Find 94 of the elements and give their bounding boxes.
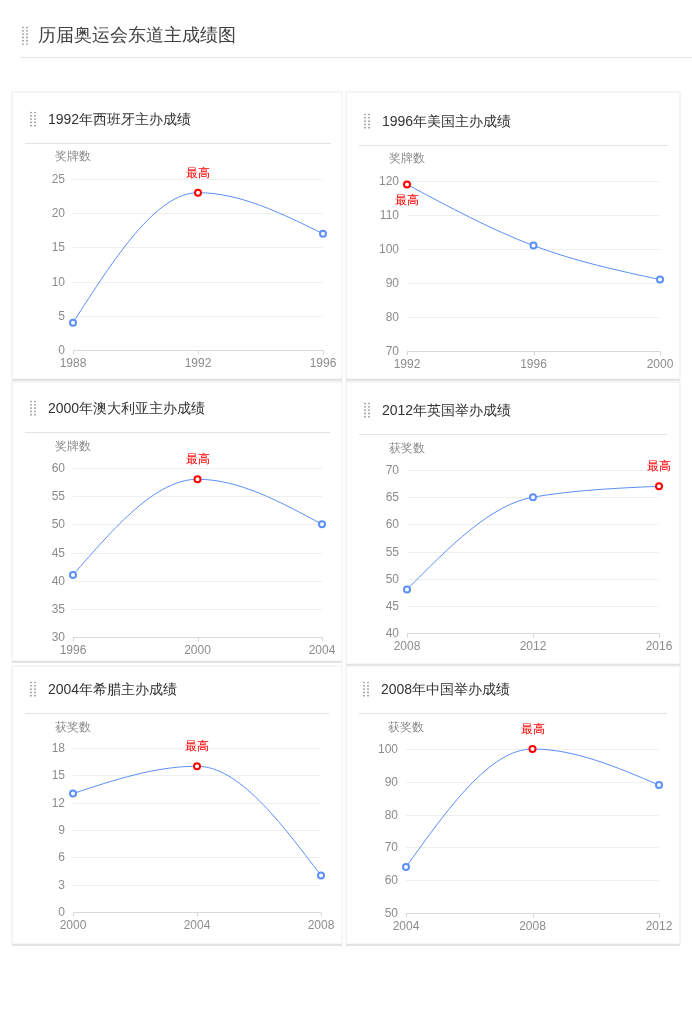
point <box>403 180 411 189</box>
y-tick-label: 100 <box>378 242 400 256</box>
annotation: 最高 <box>520 722 545 736</box>
y-tick-label: 110 <box>379 208 400 222</box>
x-tick-label: 1988 <box>59 356 87 370</box>
point <box>193 475 202 484</box>
y-tick-label: 6 <box>58 850 66 865</box>
x-tick-label: 2000 <box>59 918 87 932</box>
y-tick-label: 50 <box>51 517 66 532</box>
point <box>402 863 410 872</box>
point <box>529 493 537 502</box>
y-tick-label: 60 <box>385 517 400 532</box>
y-axis-title: 奖牌数 <box>389 151 425 165</box>
y-tick-label: 12 <box>51 795 66 810</box>
x-tick-label: 2004 <box>308 643 336 657</box>
y-tick-label: 45 <box>51 545 66 560</box>
y-axis-title: 获奖数 <box>388 720 424 734</box>
x-tick-label: 2004 <box>392 919 420 933</box>
annotation: 最高 <box>185 452 210 467</box>
y-tick-label: 3 <box>58 877 66 892</box>
annotation: 最高 <box>185 739 209 754</box>
y-tick-label: 90 <box>384 774 399 789</box>
y-tick-label: 80 <box>384 807 399 822</box>
x-tick-label: 2012 <box>645 919 673 933</box>
y-tick-label: 50 <box>385 571 400 586</box>
x-tick-label: 2016 <box>645 639 673 653</box>
x-tick-label: 2000 <box>184 643 212 657</box>
y-axis-title: 获奖数 <box>389 441 425 455</box>
chart-title: 2004年希腊主办成绩 <box>48 681 178 697</box>
point <box>69 789 77 798</box>
x-tick-label: 2012 <box>519 639 547 653</box>
chart-title: 1996年美国主办成绩 <box>382 113 512 129</box>
point <box>655 781 663 790</box>
y-tick-label: 40 <box>51 573 66 588</box>
y-tick-label: 45 <box>385 598 400 613</box>
y-tick-label: 15 <box>51 768 66 783</box>
y-tick-label: 0 <box>58 343 66 357</box>
y-tick-label: 10 <box>51 274 66 289</box>
point <box>317 871 325 880</box>
chart-title: 2000年澳大利亚主办成绩 <box>48 400 206 416</box>
point <box>656 275 664 284</box>
point <box>529 241 538 250</box>
point <box>528 745 537 753</box>
y-tick-label: 20 <box>51 206 66 221</box>
y-tick-label: 65 <box>385 490 400 505</box>
x-tick-label: 2004 <box>183 918 211 932</box>
y-tick-label: 55 <box>385 544 400 559</box>
y-axis-title: 奖牌数 <box>55 149 91 163</box>
x-tick-label: 2008 <box>307 918 335 932</box>
x-tick-label: 1992 <box>393 357 421 371</box>
annotation: 最高 <box>186 165 210 180</box>
y-tick-label: 55 <box>51 489 66 504</box>
chart-title: 2008年中国举办成绩 <box>381 681 511 697</box>
annotation: 最高 <box>395 193 419 208</box>
y-tick-label: 50 <box>384 906 399 920</box>
y-tick-label: 70 <box>385 344 400 358</box>
y-tick-label: 18 <box>51 741 66 755</box>
y-tick-label: 60 <box>384 873 399 888</box>
chart-title: 2012年英国举办成绩 <box>382 402 512 418</box>
y-tick-label: 5 <box>58 308 66 323</box>
y-tick-label: 60 <box>51 461 66 475</box>
x-tick-label: 1996 <box>309 356 337 370</box>
text: 历届奥运会东道主成绩图 <box>38 25 236 45</box>
y-tick-label: 70 <box>385 463 400 477</box>
x-tick-label: 1996 <box>59 643 87 657</box>
annotation: 最高 <box>647 459 671 474</box>
x-tick-label: 1992 <box>184 356 212 370</box>
x-tick-label: 2008 <box>393 639 421 653</box>
x-tick-label: 1996 <box>520 357 548 371</box>
y-tick-label: 90 <box>385 276 400 290</box>
y-tick-label: 70 <box>384 840 399 855</box>
point <box>194 188 202 197</box>
point <box>655 482 663 491</box>
y-tick-label: 0 <box>58 905 66 919</box>
point <box>69 571 77 580</box>
y-tick-label: 100 <box>377 742 399 756</box>
y-tick-label: 40 <box>385 626 400 640</box>
y-tick-label: 15 <box>51 240 66 255</box>
x-tick-label: 2008 <box>519 919 547 933</box>
y-tick-label: 120 <box>378 174 400 188</box>
point <box>69 318 77 327</box>
chart-title: 1992年西班牙主办成绩 <box>48 111 192 127</box>
x-tick-label: 2000 <box>646 357 674 371</box>
point <box>193 762 201 771</box>
y-tick-label: 30 <box>51 630 66 644</box>
y-tick-label: 9 <box>58 823 66 837</box>
point <box>403 585 411 594</box>
y-tick-label: 80 <box>385 310 400 324</box>
y-tick-label: 35 <box>51 601 66 616</box>
point <box>318 520 326 529</box>
y-tick-label: 25 <box>51 172 66 186</box>
y-axis-title: 获奖数 <box>55 720 91 734</box>
point <box>319 229 327 238</box>
y-axis-title: 奖牌数 <box>55 439 91 453</box>
